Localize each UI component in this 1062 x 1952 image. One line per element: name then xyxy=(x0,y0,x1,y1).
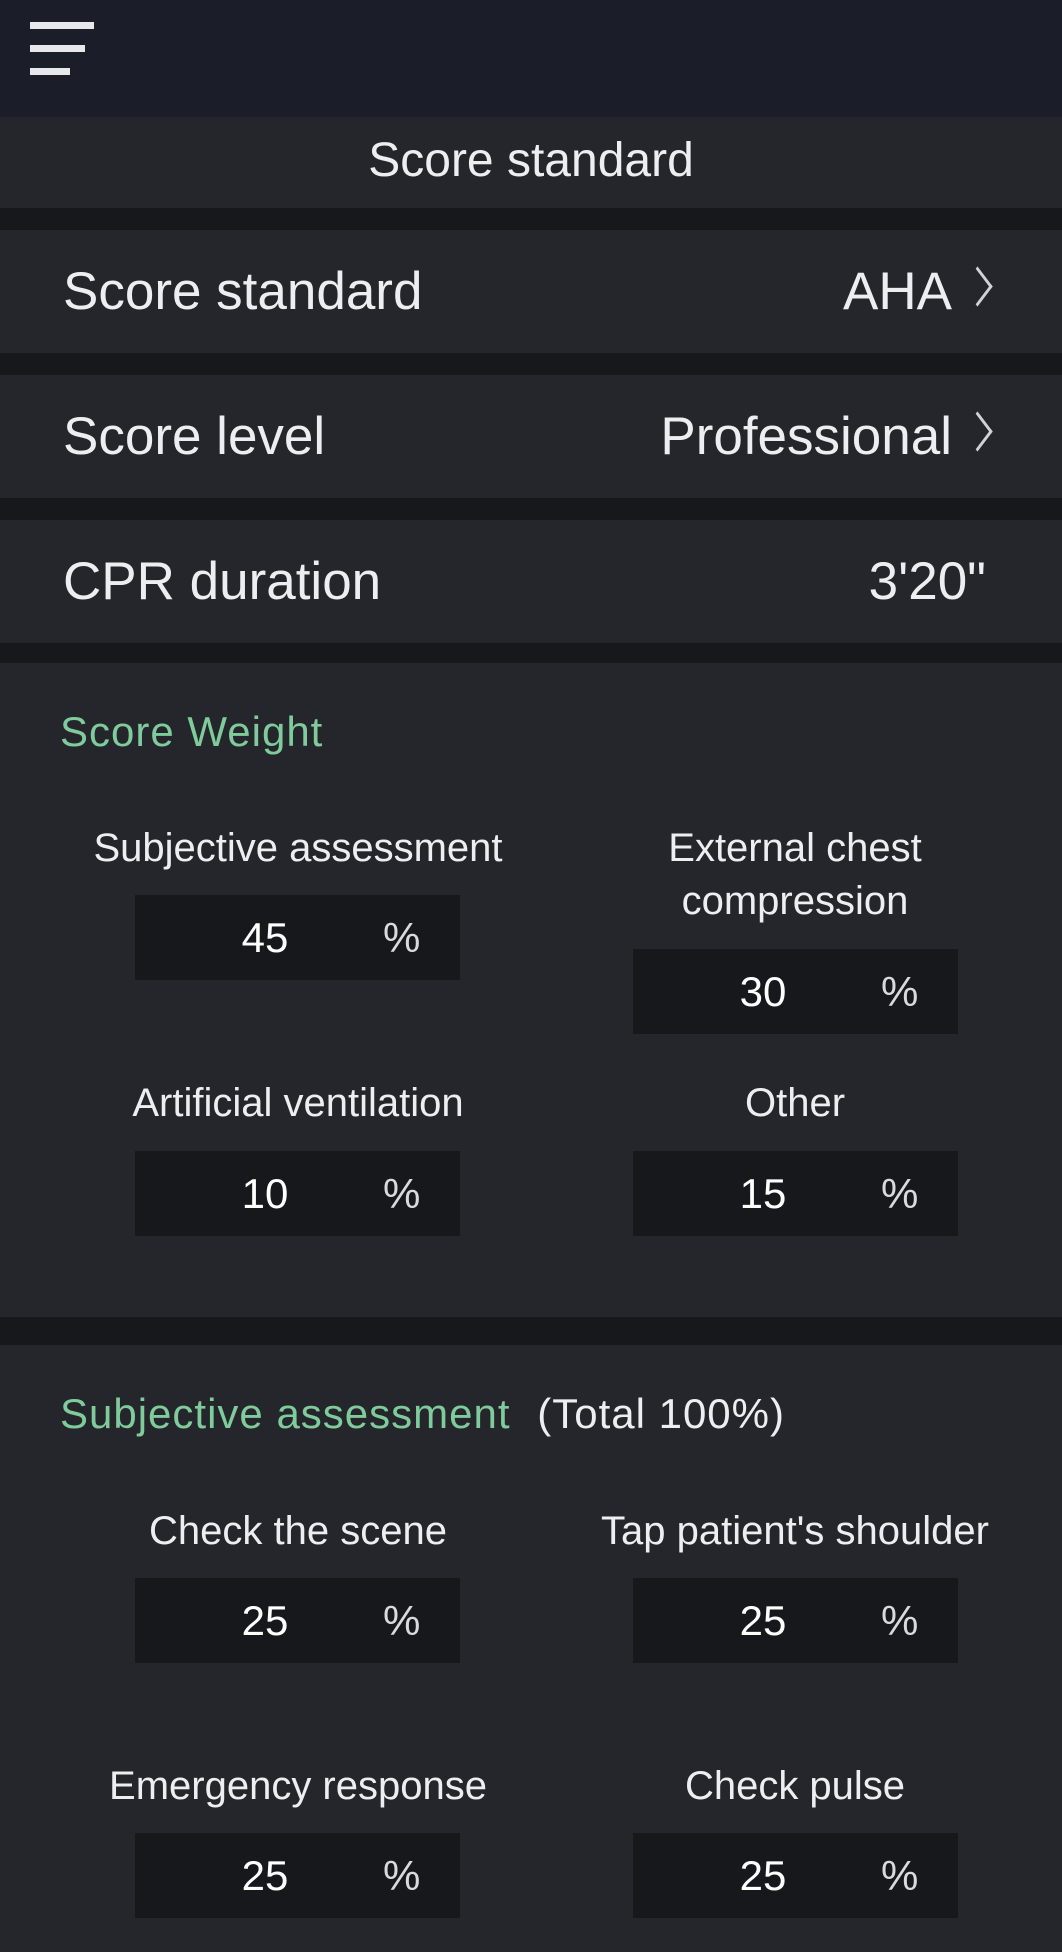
artificial-ventilation-weight-input[interactable]: % xyxy=(135,1151,460,1236)
field-label: Check pulse xyxy=(684,1764,906,1808)
percent-unit: % xyxy=(383,1597,421,1644)
percent-unit: % xyxy=(881,1170,919,1217)
page-title: Score standard xyxy=(368,134,694,187)
emergency-response-input[interactable]: % xyxy=(135,1833,460,1918)
chevron-right-icon xyxy=(962,266,993,307)
tap-patients-shoulder-input[interactable]: % xyxy=(633,1578,958,1663)
score-level-value: Professional xyxy=(660,407,952,466)
value-input[interactable] xyxy=(693,949,833,1034)
score-weight-section: Score Weight Subjective assessment % Ext… xyxy=(0,663,1062,1317)
score-standard-value: AHA xyxy=(843,262,952,321)
subjective-heading: Subjective assessment (Total 100%) xyxy=(60,1390,785,1438)
value-input[interactable] xyxy=(195,1833,335,1918)
percent-unit: % xyxy=(383,1170,421,1217)
score-standard-row[interactable]: Score standard AHA xyxy=(0,230,1062,353)
external-chest-compression-weight-input[interactable]: % xyxy=(633,949,958,1034)
cpr-duration-label: CPR duration xyxy=(63,552,382,611)
value-input[interactable] xyxy=(195,895,335,980)
subjective-assessment-weight-input[interactable]: % xyxy=(135,895,460,980)
check-pulse-input[interactable]: % xyxy=(633,1833,958,1918)
score-weight-heading: Score Weight xyxy=(60,708,324,755)
field-label: Emergency response xyxy=(109,1764,487,1808)
field-label: Subjective assessment xyxy=(93,826,503,870)
percent-unit: % xyxy=(881,1597,919,1644)
subjective-assessment-section: Subjective assessment (Total 100%) Check… xyxy=(0,1345,1062,1952)
field-label: Check the scene xyxy=(149,1509,447,1553)
field-label: Artificial ventilation xyxy=(132,1081,464,1125)
value-input[interactable] xyxy=(195,1578,335,1663)
score-level-row[interactable]: Score level Professional xyxy=(0,375,1062,498)
field-label: Tap patient's shoulder xyxy=(601,1509,989,1553)
score-level-label: Score level xyxy=(63,407,326,466)
value-input[interactable] xyxy=(693,1578,833,1663)
chevron-right-icon xyxy=(962,411,993,452)
cpr-duration-row: CPR duration 3'20" xyxy=(0,520,1062,643)
field-label: Other xyxy=(744,1081,846,1125)
percent-unit: % xyxy=(383,914,421,961)
top-bar xyxy=(0,0,1062,117)
cpr-duration-value: 3'20" xyxy=(868,552,986,611)
field-label: External chest compression xyxy=(668,826,922,923)
value-input[interactable] xyxy=(693,1833,833,1918)
subjective-heading-text: Subjective assessment xyxy=(60,1390,511,1437)
check-the-scene-input[interactable]: % xyxy=(135,1578,460,1663)
value-input[interactable] xyxy=(693,1151,833,1236)
percent-unit: % xyxy=(383,1852,421,1899)
hamburger-menu-icon[interactable] xyxy=(30,20,96,76)
percent-unit: % xyxy=(881,968,919,1015)
other-weight-input[interactable]: % xyxy=(633,1151,958,1236)
score-standard-label: Score standard xyxy=(63,262,423,321)
percent-unit: % xyxy=(881,1852,919,1899)
total-note: (Total 100%) xyxy=(537,1390,785,1437)
value-input[interactable] xyxy=(195,1151,335,1236)
title-bar: Score standard xyxy=(0,117,1062,208)
